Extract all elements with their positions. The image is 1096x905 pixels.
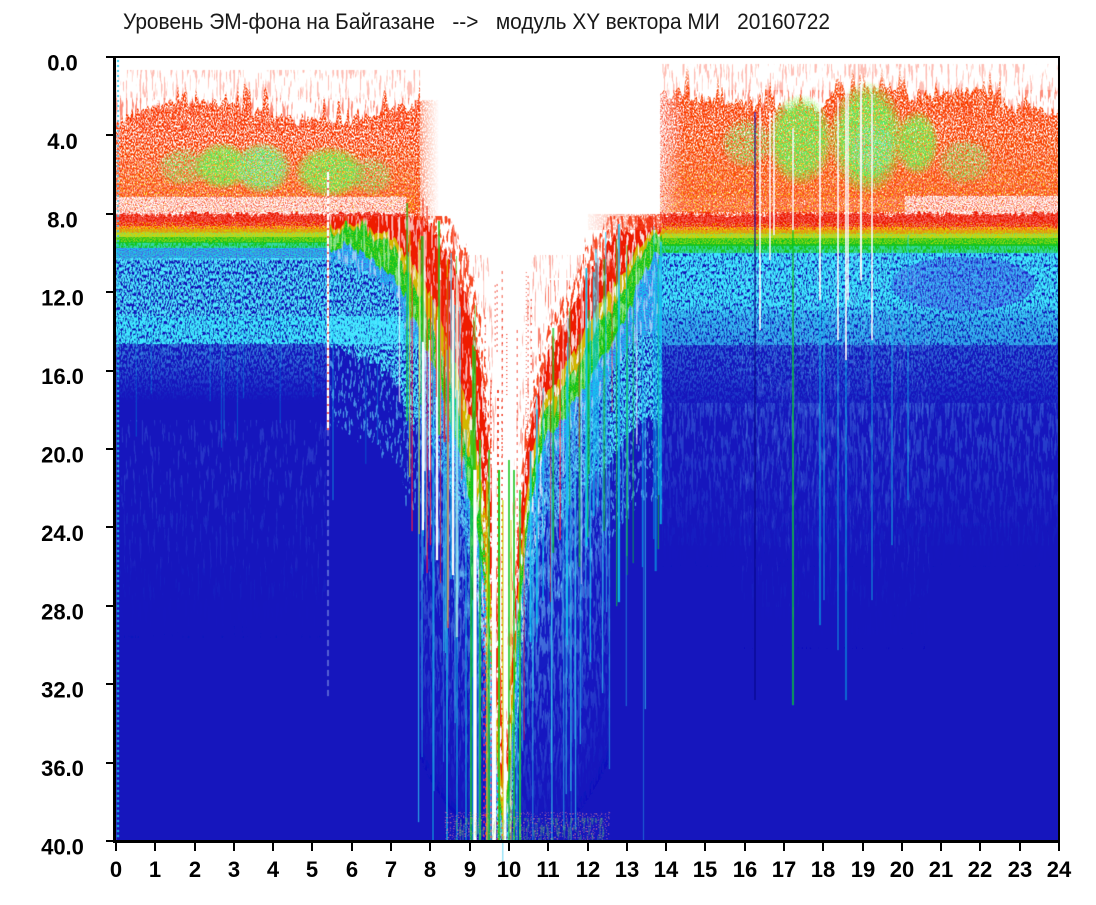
svg-text:4.0: 4.0 (47, 129, 78, 154)
svg-text:36.0: 36.0 (41, 756, 84, 781)
svg-text:22: 22 (968, 857, 992, 882)
svg-text:8: 8 (424, 857, 436, 882)
svg-text:15: 15 (693, 857, 717, 882)
svg-text:17: 17 (772, 857, 796, 882)
svg-text:16.0: 16.0 (41, 364, 84, 389)
svg-text:24: 24 (1047, 857, 1072, 882)
svg-text:11: 11 (536, 857, 559, 882)
svg-text:8.0: 8.0 (47, 207, 78, 232)
svg-text:5: 5 (306, 857, 318, 882)
svg-text:40.0: 40.0 (41, 835, 84, 860)
svg-text:0: 0 (110, 857, 122, 882)
svg-text:Уровень ЭМ-фона на Байгазане: Уровень ЭМ-фона на Байгазане --> модуль … (123, 9, 830, 34)
svg-text:1: 1 (149, 857, 161, 882)
svg-text:20: 20 (890, 857, 914, 882)
svg-text:12: 12 (576, 857, 600, 882)
svg-text:7: 7 (385, 857, 397, 882)
svg-text:21: 21 (929, 857, 953, 882)
svg-text:0.0: 0.0 (47, 51, 78, 76)
svg-text:28.0: 28.0 (41, 599, 84, 624)
svg-text:3: 3 (228, 857, 240, 882)
svg-text:6: 6 (346, 857, 358, 882)
svg-text:24.0: 24.0 (41, 521, 84, 546)
svg-text:10: 10 (497, 857, 521, 882)
svg-text:2: 2 (189, 857, 201, 882)
svg-text:23: 23 (1008, 857, 1032, 882)
svg-text:19: 19 (851, 857, 875, 882)
svg-text:16: 16 (733, 857, 757, 882)
svg-text:20.0: 20.0 (41, 443, 84, 468)
svg-text:9: 9 (464, 857, 476, 882)
svg-text:12.0: 12.0 (41, 286, 84, 311)
svg-text:4: 4 (267, 857, 280, 882)
svg-text:13: 13 (615, 857, 639, 882)
svg-text:18: 18 (811, 857, 835, 882)
svg-text:32.0: 32.0 (41, 678, 84, 703)
svg-text:14: 14 (654, 857, 679, 882)
